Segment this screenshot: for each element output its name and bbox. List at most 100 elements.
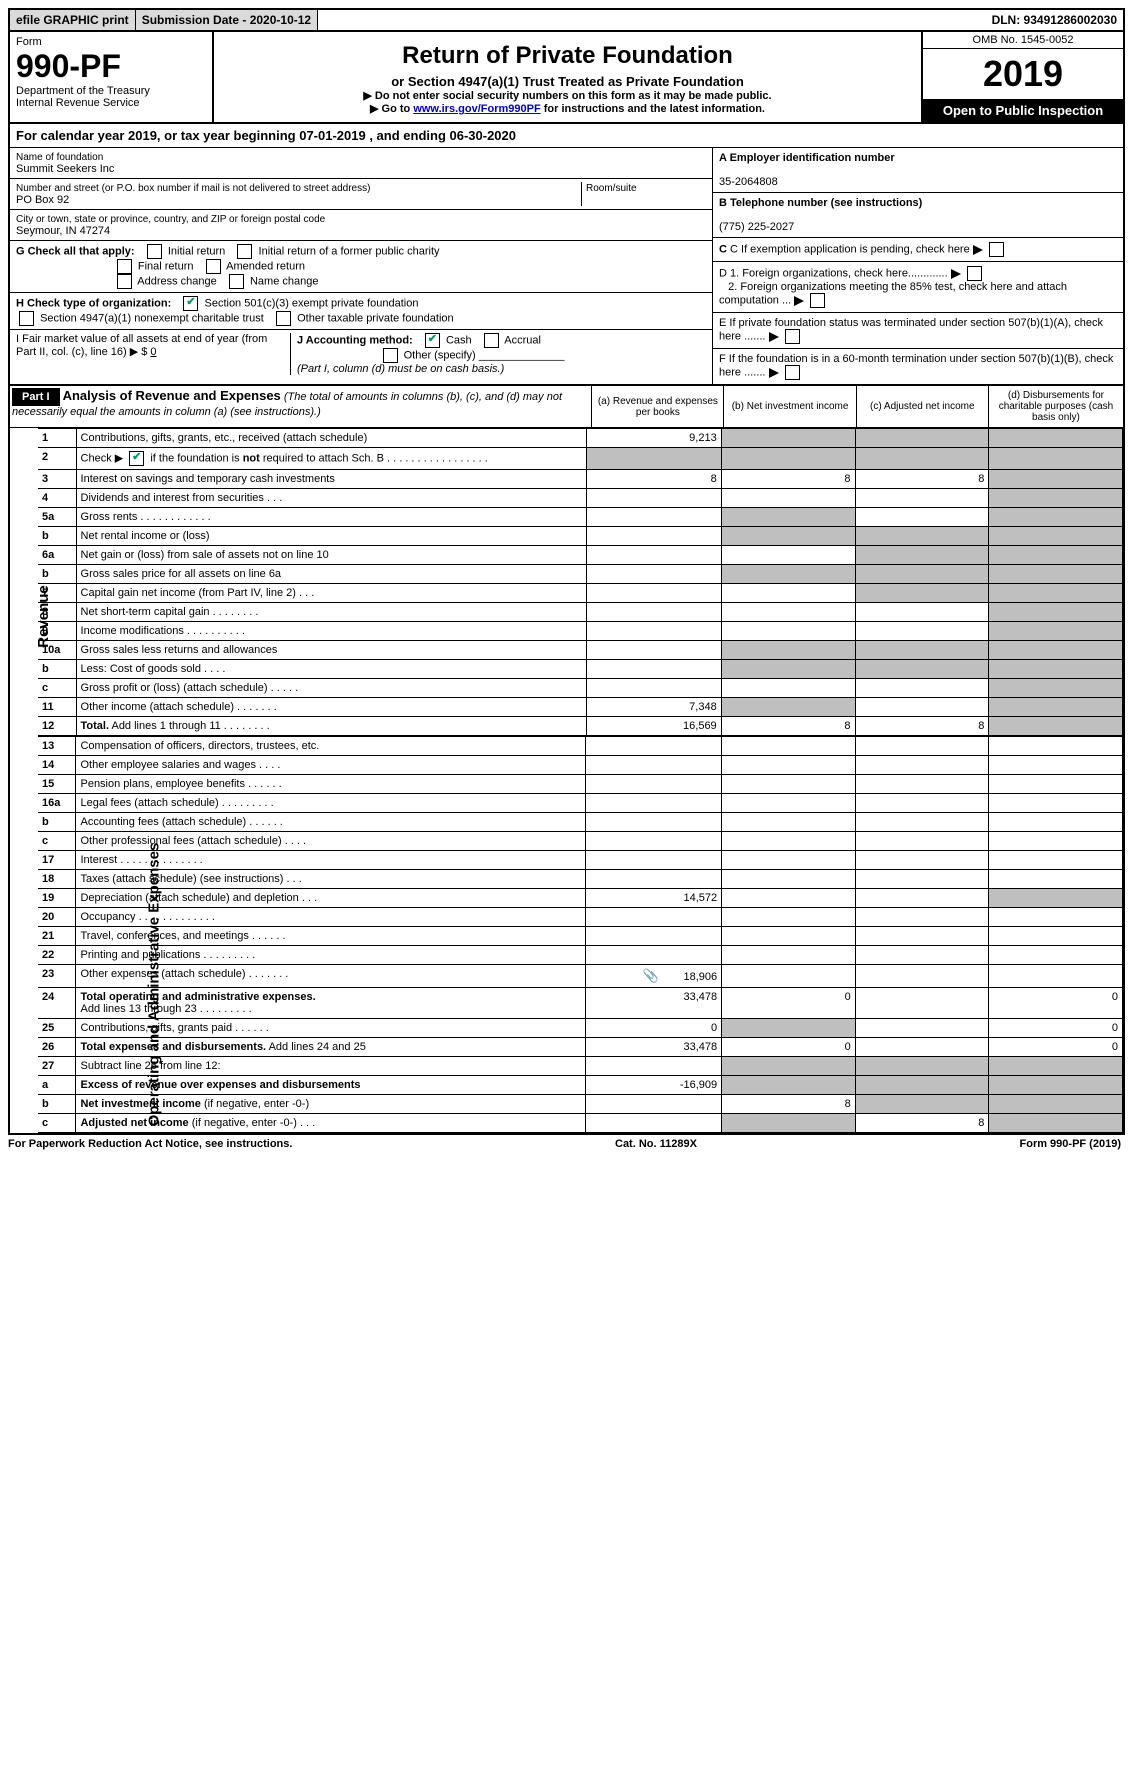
checkbox-4947[interactable] — [19, 311, 34, 326]
table-row: 18 Taxes (attach schedule) (see instruct… — [38, 870, 1123, 889]
table-row: 11 Other income (attach schedule) . . . … — [38, 698, 1123, 717]
arrow-icon — [769, 368, 779, 378]
omb-number: OMB No. 1545-0052 — [923, 32, 1123, 49]
h-501: Section 501(c)(3) exempt private foundat… — [204, 297, 418, 309]
irs-form-link[interactable]: www.irs.gov/Form990PF — [413, 103, 540, 115]
identification-section: Name of foundation Summit Seekers Inc Nu… — [10, 148, 1123, 386]
form-990pf: efile GRAPHIC print Submission Date - 20… — [8, 8, 1125, 1135]
checkbox-accrual[interactable] — [484, 333, 499, 348]
table-row: c Gross profit or (loss) (attach schedul… — [38, 679, 1123, 698]
checkbox-initial[interactable] — [147, 244, 162, 259]
g-label: G Check all that apply: — [16, 245, 135, 257]
table-row: 26 Total expenses and disbursements. Add… — [38, 1038, 1123, 1057]
section-c: C C If exemption application is pending,… — [713, 238, 1123, 262]
revenue-table: 1 Contributions, gifts, grants, etc., re… — [38, 428, 1123, 736]
inst2-pre: ▶ Go to — [370, 103, 413, 115]
table-row: 19 Depreciation (attach schedule) and de… — [38, 889, 1123, 908]
footer-right: Form 990-PF (2019) — [1020, 1138, 1121, 1150]
d1-label: D 1. Foreign organizations, check here..… — [719, 267, 948, 279]
expenses-table: 13 Compensation of officers, directors, … — [38, 736, 1123, 1133]
table-row: c Adjusted net income (if negative, ente… — [38, 1114, 1123, 1133]
table-row: b Net investment income (if negative, en… — [38, 1095, 1123, 1114]
address-label: Number and street (or P.O. box number if… — [16, 183, 370, 194]
h-label: H Check type of organization: — [16, 297, 171, 309]
dept-treasury: Department of the Treasury — [16, 85, 206, 97]
table-row: 4 Dividends and interest from securities… — [38, 489, 1123, 508]
col-c-header: (c) Adjusted net income — [856, 386, 988, 427]
phone-cell: B Telephone number (see instructions) (7… — [713, 193, 1123, 238]
header: Form 990-PF Department of the Treasury I… — [10, 32, 1123, 124]
g-initial-former: Initial return of a former public charit… — [259, 245, 440, 257]
checkbox-cash[interactable]: ✔ — [425, 333, 440, 348]
c-label: C If exemption application is pending, c… — [730, 243, 970, 255]
section-d: D 1. Foreign organizations, check here..… — [713, 262, 1123, 313]
section-h: H Check type of organization: ✔ Section … — [10, 293, 712, 330]
d2-label: 2. Foreign organizations meeting the 85%… — [719, 281, 1067, 306]
table-row: 5a Gross rents . . . . . . . . . . . . — [38, 508, 1123, 527]
form-number: 990-PF — [16, 48, 206, 85]
checkbox-e[interactable] — [785, 329, 800, 344]
table-row: 25 Contributions, gifts, grants paid . .… — [38, 1019, 1123, 1038]
j-accrual: Accrual — [504, 334, 541, 346]
table-row: 16a Legal fees (attach schedule) . . . .… — [38, 794, 1123, 813]
checkbox-final[interactable] — [117, 259, 132, 274]
checkbox-c[interactable] — [989, 242, 1004, 257]
table-row: 14 Other employee salaries and wages . .… — [38, 756, 1123, 775]
table-row: 1 Contributions, gifts, grants, etc., re… — [38, 429, 1123, 448]
table-row: 23 Other expenses (attach schedule) . . … — [38, 965, 1123, 988]
checkbox-initial-former[interactable] — [237, 244, 252, 259]
checkbox-501c3[interactable]: ✔ — [183, 296, 198, 311]
i-label: I Fair market value of all assets at end… — [16, 333, 267, 358]
checkbox-address[interactable] — [117, 274, 132, 289]
section-e: E If private foundation status was termi… — [713, 313, 1123, 349]
ein-value: 35-2064808 — [719, 176, 778, 188]
form-word: Form — [16, 36, 206, 48]
arrow-icon — [769, 332, 779, 342]
i-value: 0 — [150, 346, 156, 358]
table-row: b Less: Cost of goods sold . . . . — [38, 660, 1123, 679]
inst2-post: for instructions and the latest informat… — [541, 103, 765, 115]
expenses-side-label: Operating and Administrative Expenses — [145, 843, 162, 1127]
table-row: 7 Capital gain net income (from Part IV,… — [38, 584, 1123, 603]
city-label: City or town, state or province, country… — [16, 214, 325, 225]
checkbox-name[interactable] — [229, 274, 244, 289]
j-other: Other (specify) — [404, 349, 476, 361]
expenses-section: Operating and Administrative Expenses 13… — [38, 736, 1123, 1133]
room-label: Room/suite — [586, 183, 637, 194]
instruction-1: ▶ Do not enter social security numbers o… — [220, 89, 915, 102]
checkbox-d1[interactable] — [967, 266, 982, 281]
arrow-icon — [951, 269, 961, 279]
table-row: 12 Total. Add lines 1 through 11 . . . .… — [38, 717, 1123, 736]
g-address: Address change — [137, 275, 217, 287]
irs-label: Internal Revenue Service — [16, 97, 206, 109]
checkbox-other-method[interactable] — [383, 348, 398, 363]
a-label: A Employer identification number — [719, 152, 895, 164]
checkbox-amended[interactable] — [206, 259, 221, 274]
revenue-side-label: Revenue — [35, 585, 52, 648]
attachment-icon[interactable]: 📎 — [643, 968, 659, 984]
checkbox-d2[interactable] — [810, 293, 825, 308]
address-cell: Number and street (or P.O. box number if… — [10, 179, 712, 210]
section-ij: I Fair market value of all assets at end… — [10, 330, 712, 378]
h-4947: Section 4947(a)(1) nonexempt charitable … — [40, 312, 264, 324]
efile-label[interactable]: efile GRAPHIC print — [10, 10, 136, 30]
h-other: Other taxable private foundation — [297, 312, 454, 324]
table-row: 10a Gross sales less returns and allowan… — [38, 641, 1123, 660]
calendar-year-line: For calendar year 2019, or tax year begi… — [10, 124, 1123, 148]
col-a-header: (a) Revenue and expenses per books — [591, 386, 723, 427]
address-value: PO Box 92 — [16, 194, 69, 206]
checkbox-f[interactable] — [785, 365, 800, 380]
checkbox-sch-b[interactable]: ✔ — [129, 451, 144, 466]
table-row: c Other professional fees (attach schedu… — [38, 832, 1123, 851]
checkbox-other-taxable[interactable] — [276, 311, 291, 326]
j-cash: Cash — [446, 334, 472, 346]
revenue-section: Revenue 1 Contributions, gifts, grants, … — [38, 428, 1123, 736]
table-row: 15 Pension plans, employee benefits . . … — [38, 775, 1123, 794]
part1-header: Part I Analysis of Revenue and Expenses … — [10, 386, 1123, 428]
city-value: Seymour, IN 47274 — [16, 225, 110, 237]
table-row: 2 Check ▶ ✔ if the foundation is not req… — [38, 448, 1123, 470]
table-row: 6a Net gain or (loss) from sale of asset… — [38, 546, 1123, 565]
city-cell: City or town, state or province, country… — [10, 210, 712, 241]
table-row: 13 Compensation of officers, directors, … — [38, 737, 1123, 756]
j-note: (Part I, column (d) must be on cash basi… — [297, 363, 504, 375]
